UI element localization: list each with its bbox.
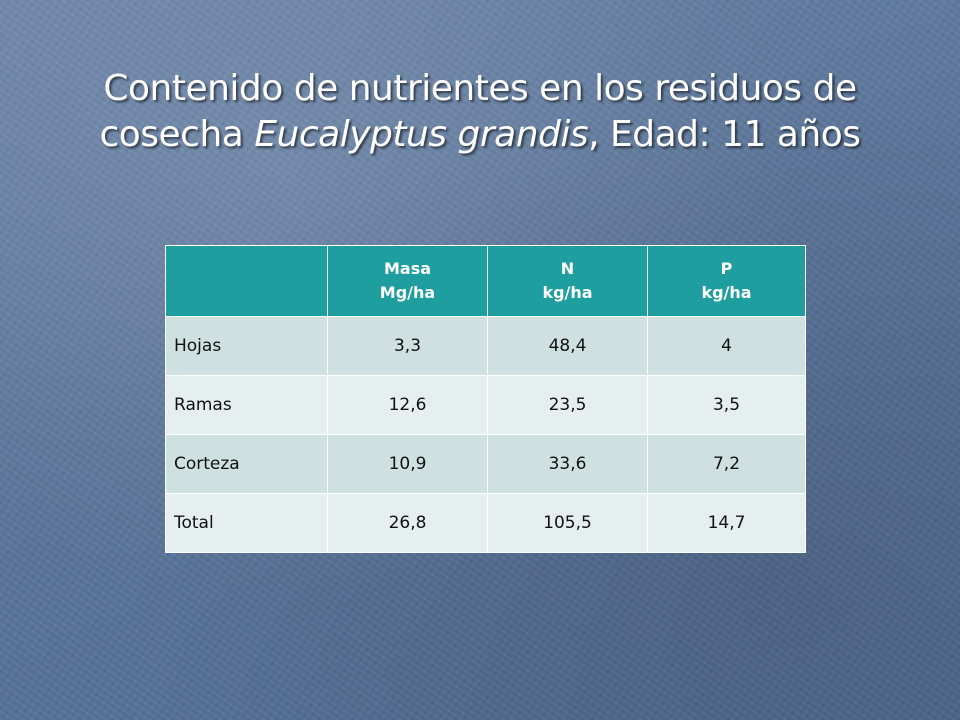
cell-masa: 3,3 — [327, 316, 488, 376]
cell-n: 33,6 — [487, 434, 648, 494]
cell-masa: 26,8 — [327, 493, 488, 553]
cell-p: 14,7 — [647, 493, 806, 553]
cell-masa: 12,6 — [327, 375, 488, 435]
header-n: N kg/ha — [487, 245, 648, 317]
slide-title: Contenido de nutrientes en los residuos … — [40, 66, 920, 158]
table-header-row: Masa Mg/ha N kg/ha P kg/ha — [165, 245, 806, 317]
header-masa-unit: Mg/ha — [379, 283, 436, 302]
cell-p: 3,5 — [647, 375, 806, 435]
row-label: Ramas — [165, 375, 328, 435]
table-row: Corteza 10,9 33,6 7,2 — [165, 434, 806, 494]
cell-n: 48,4 — [487, 316, 648, 376]
title-line-2-prefix: cosecha — [99, 114, 255, 155]
header-n-unit: kg/ha — [542, 283, 593, 302]
header-masa: Masa Mg/ha — [327, 245, 488, 317]
title-species-name: Eucalyptus grandis — [254, 114, 589, 155]
table-row: Total 26,8 105,5 14,7 — [165, 493, 806, 553]
cell-p: 7,2 — [647, 434, 806, 494]
header-n-name: N — [560, 259, 575, 278]
header-empty-cell — [165, 245, 328, 317]
row-label: Total — [165, 493, 328, 553]
title-line-2-suffix: , Edad: 11 años — [588, 114, 861, 155]
header-p-unit: kg/ha — [701, 283, 752, 302]
title-line-1: Contenido de nutrientes en los residuos … — [103, 68, 857, 109]
header-p: P kg/ha — [647, 245, 806, 317]
header-masa-name: Masa — [383, 259, 432, 278]
row-label: Corteza — [165, 434, 328, 494]
table-row: Hojas 3,3 48,4 4 — [165, 316, 806, 376]
cell-n: 105,5 — [487, 493, 648, 553]
cell-masa: 10,9 — [327, 434, 488, 494]
header-p-name: P — [720, 259, 733, 278]
title-line-2: cosecha Eucalyptus grandis, Edad: 11 año… — [40, 112, 920, 158]
cell-p: 4 — [647, 316, 806, 376]
table-row: Ramas 12,6 23,5 3,5 — [165, 375, 806, 435]
cell-n: 23,5 — [487, 375, 648, 435]
row-label: Hojas — [165, 316, 328, 376]
nutrient-table: Masa Mg/ha N kg/ha P kg/ha Hojas 3,3 48,… — [165, 245, 806, 553]
